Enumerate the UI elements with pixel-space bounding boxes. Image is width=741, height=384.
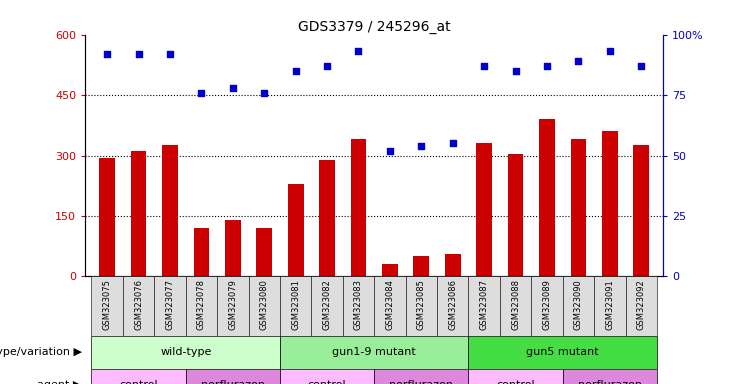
Bar	[280, 336, 468, 369]
Bar	[193, 228, 209, 276]
Point	[321, 63, 333, 69]
Bar	[625, 276, 657, 336]
Bar	[248, 276, 280, 336]
Point	[478, 63, 490, 69]
Bar	[99, 157, 115, 276]
Text: GSM323079: GSM323079	[228, 280, 237, 330]
Text: GSM323090: GSM323090	[574, 280, 583, 330]
Bar	[288, 184, 304, 276]
Bar	[437, 276, 468, 336]
Bar	[186, 276, 217, 336]
Bar	[123, 276, 154, 336]
Point	[259, 89, 270, 96]
Bar	[382, 264, 398, 276]
Text: GSM323082: GSM323082	[322, 280, 331, 330]
Text: control: control	[119, 380, 158, 384]
Text: GSM323084: GSM323084	[385, 280, 394, 330]
Point	[164, 51, 176, 57]
Bar	[217, 276, 248, 336]
Text: GSM323088: GSM323088	[511, 280, 520, 331]
Bar	[280, 369, 374, 384]
Point	[635, 63, 647, 69]
Point	[384, 147, 396, 154]
Bar	[602, 131, 618, 276]
Bar	[343, 276, 374, 336]
Bar	[162, 146, 178, 276]
Point	[541, 63, 553, 69]
Bar	[91, 336, 280, 369]
Text: gun5 mutant: gun5 mutant	[526, 347, 599, 358]
Text: norflurazon: norflurazon	[389, 380, 453, 384]
Text: control: control	[496, 380, 535, 384]
Bar	[154, 276, 186, 336]
Title: GDS3379 / 245296_at: GDS3379 / 245296_at	[298, 20, 451, 33]
Text: GSM323075: GSM323075	[103, 280, 112, 330]
Text: norflurazon: norflurazon	[201, 380, 265, 384]
Point	[102, 51, 113, 57]
Point	[416, 143, 428, 149]
Bar	[311, 276, 343, 336]
Bar	[468, 336, 657, 369]
Bar	[500, 276, 531, 336]
Text: GSM323085: GSM323085	[417, 280, 426, 330]
Point	[353, 48, 365, 55]
Bar	[468, 369, 562, 384]
Bar	[468, 276, 500, 336]
Text: norflurazon: norflurazon	[578, 380, 642, 384]
Bar	[405, 276, 437, 336]
Text: GSM323077: GSM323077	[165, 280, 175, 331]
Bar	[256, 228, 272, 276]
Text: GSM323080: GSM323080	[260, 280, 269, 330]
Text: GSM323086: GSM323086	[448, 280, 457, 331]
Text: GSM323091: GSM323091	[605, 280, 614, 330]
Bar	[445, 254, 461, 276]
Bar	[634, 146, 649, 276]
Text: genotype/variation ▶: genotype/variation ▶	[0, 347, 82, 358]
Bar	[539, 119, 555, 276]
Text: GSM323092: GSM323092	[637, 280, 645, 330]
Bar	[413, 257, 429, 276]
Bar	[91, 369, 186, 384]
Text: wild-type: wild-type	[160, 347, 211, 358]
Bar	[91, 276, 123, 336]
Bar	[374, 369, 468, 384]
Point	[604, 48, 616, 55]
Text: control: control	[308, 380, 346, 384]
Bar	[374, 276, 405, 336]
Point	[290, 68, 302, 74]
Bar	[225, 220, 241, 276]
Text: agent ▶: agent ▶	[37, 380, 82, 384]
Bar	[130, 152, 147, 276]
Bar	[319, 160, 335, 276]
Point	[447, 141, 459, 147]
Text: GSM323076: GSM323076	[134, 280, 143, 331]
Bar	[594, 276, 625, 336]
Text: GSM323081: GSM323081	[291, 280, 300, 330]
Bar	[562, 276, 594, 336]
Bar	[280, 276, 311, 336]
Bar	[186, 369, 280, 384]
Point	[227, 85, 239, 91]
Text: GSM323087: GSM323087	[479, 280, 488, 331]
Text: gun1-9 mutant: gun1-9 mutant	[332, 347, 416, 358]
Bar	[350, 139, 366, 276]
Text: GSM323083: GSM323083	[354, 280, 363, 331]
Point	[133, 51, 144, 57]
Bar	[562, 369, 657, 384]
Text: GSM323078: GSM323078	[197, 280, 206, 331]
Bar	[476, 144, 492, 276]
Text: GSM323089: GSM323089	[542, 280, 551, 330]
Point	[196, 89, 207, 96]
Bar	[571, 139, 586, 276]
Point	[510, 68, 522, 74]
Point	[573, 58, 585, 64]
Bar	[508, 154, 523, 276]
Bar	[531, 276, 562, 336]
